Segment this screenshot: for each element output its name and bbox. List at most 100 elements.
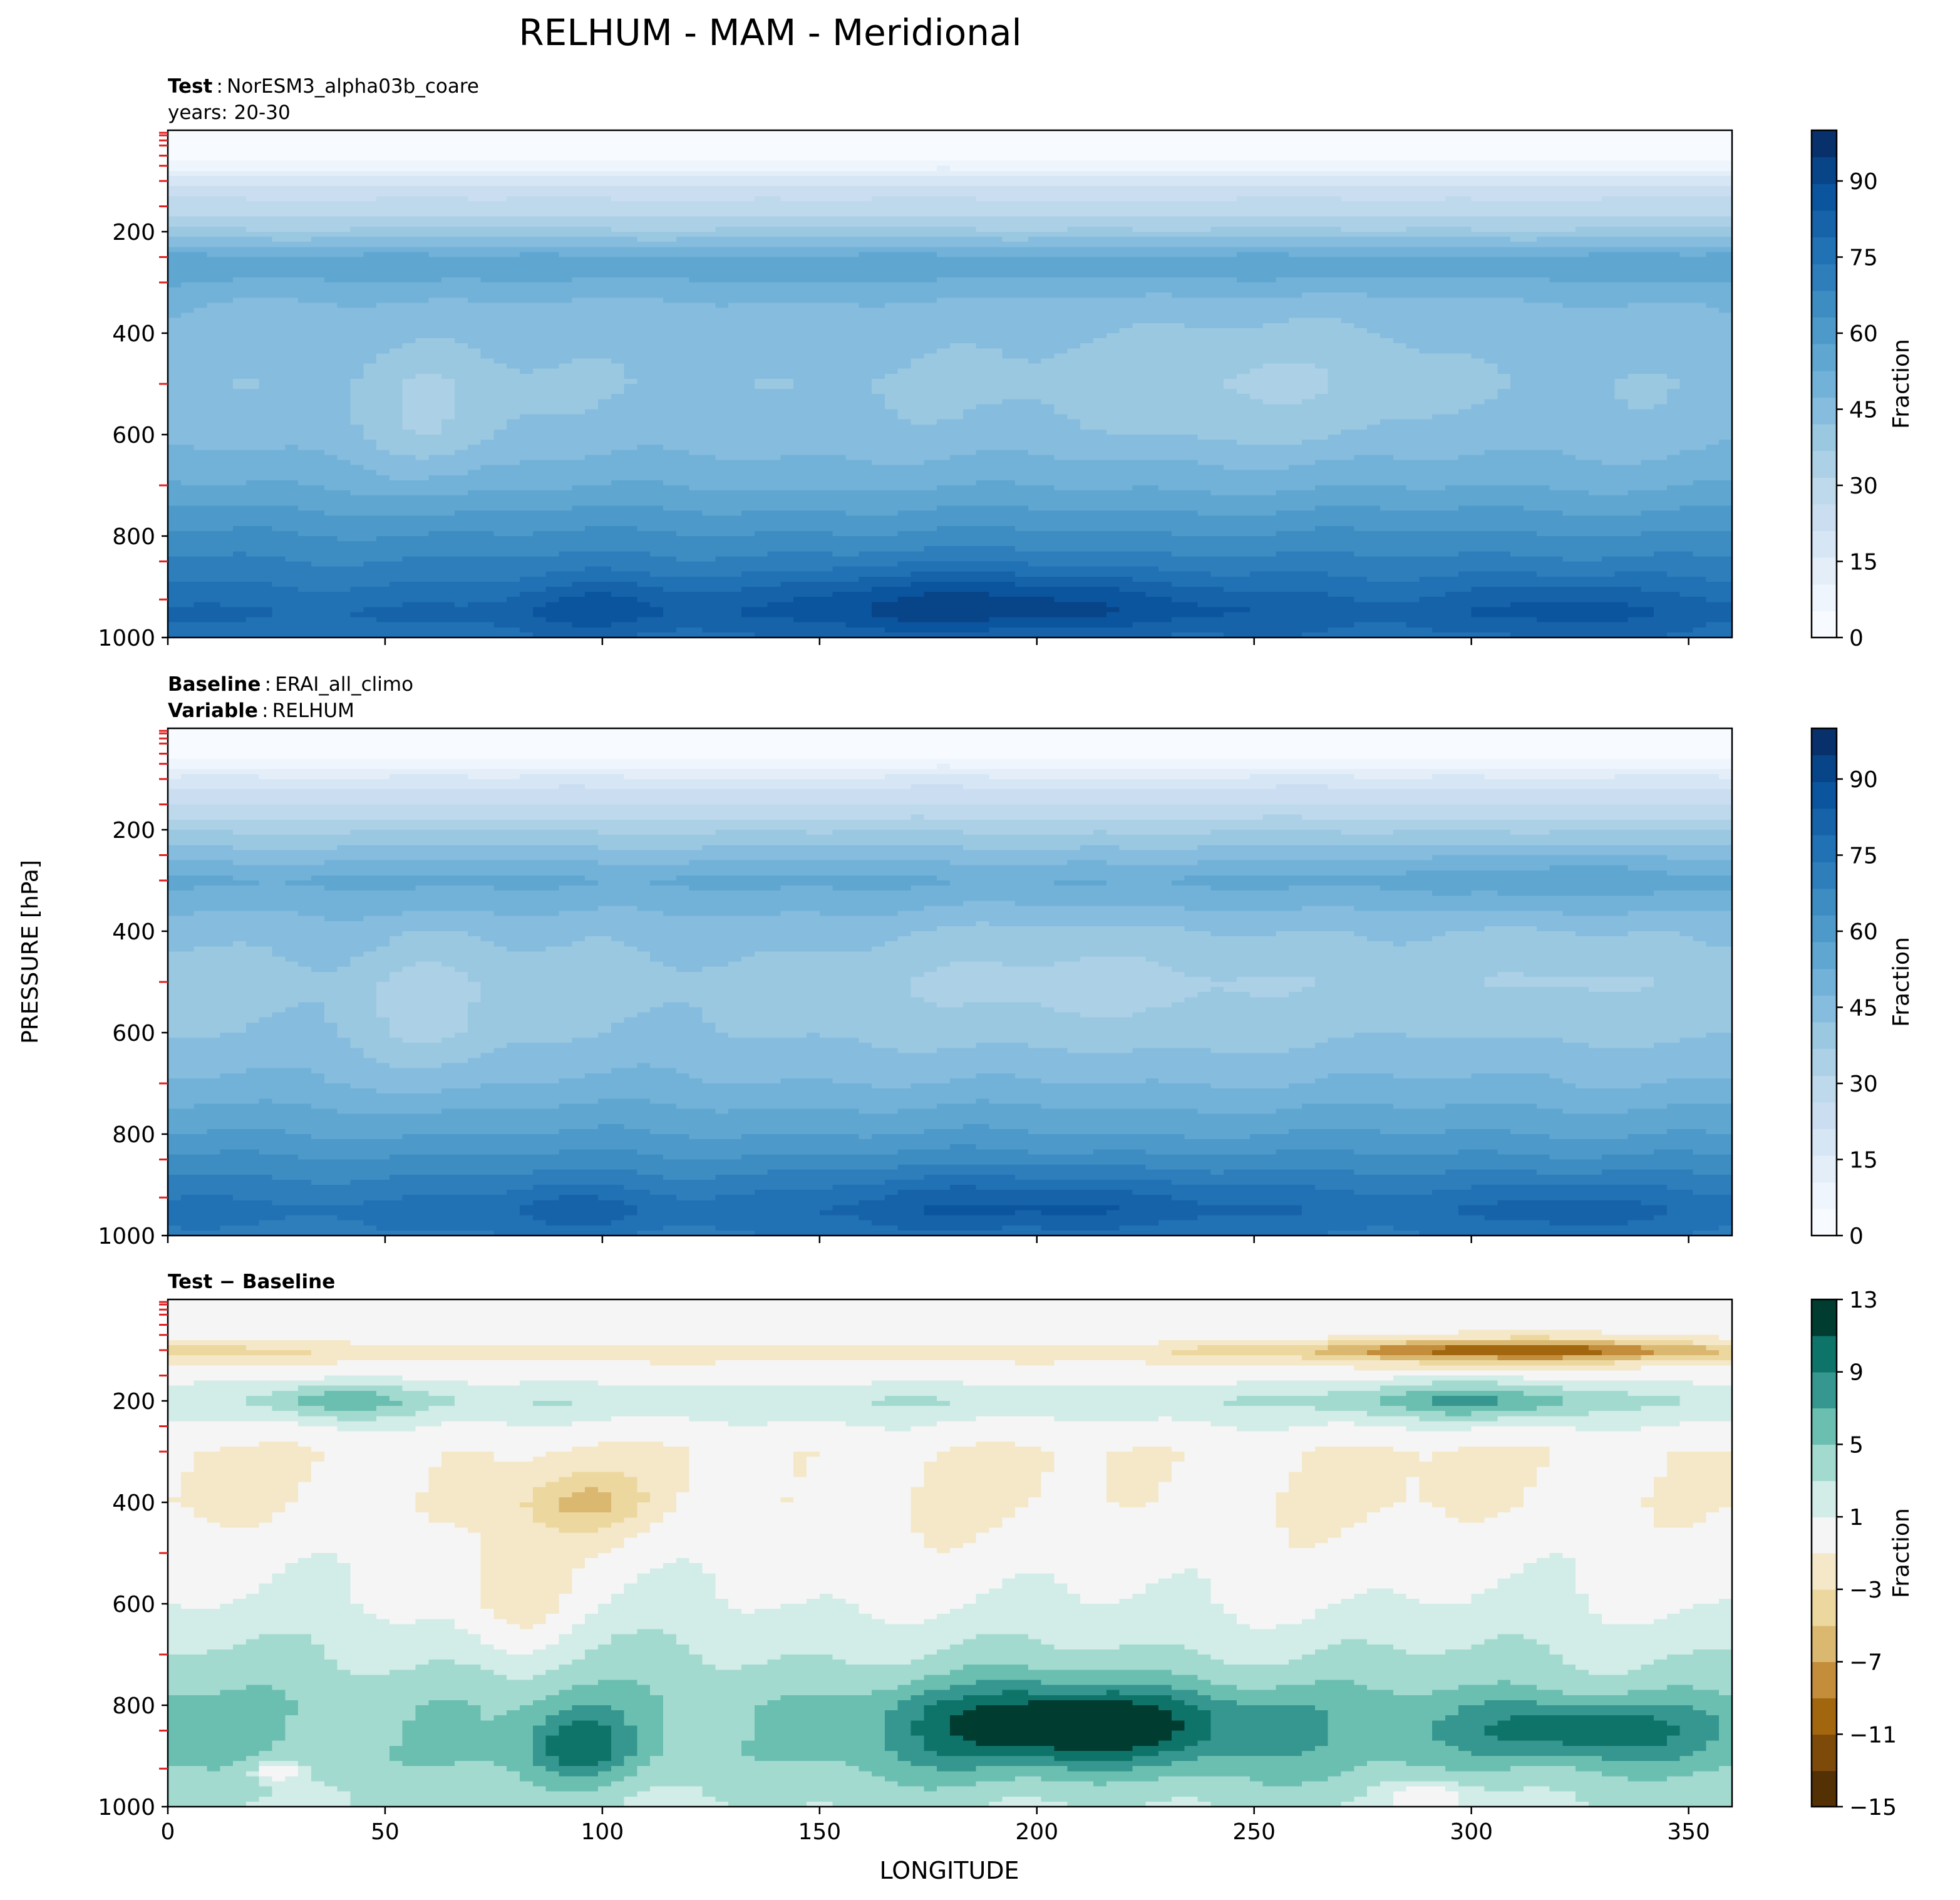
contour-cell	[832, 150, 847, 157]
contour-cell	[807, 135, 820, 141]
contour-cell	[220, 216, 234, 222]
contour-cell	[1314, 211, 1329, 217]
contour-cell	[597, 333, 612, 339]
contour-cell	[220, 140, 234, 146]
contour-cell	[572, 307, 585, 314]
contour-cell	[1706, 272, 1720, 278]
contour-cell	[233, 297, 247, 303]
contour-cell	[1289, 211, 1302, 217]
contour-cell	[193, 292, 208, 298]
contour-cell	[350, 130, 364, 136]
contour-cell	[1679, 237, 1694, 242]
contour-cell	[220, 186, 234, 192]
contour-cell	[819, 181, 833, 187]
contour-cell	[1654, 181, 1668, 187]
contour-cell	[1614, 257, 1629, 263]
contour-cell	[1719, 191, 1733, 197]
contour-cell	[428, 201, 442, 207]
contour-cell	[467, 257, 482, 263]
contour-cell	[1419, 221, 1433, 227]
contour-cell	[311, 338, 325, 344]
contour-cell	[311, 201, 325, 207]
contour-cell	[402, 186, 416, 192]
contour-cell	[480, 338, 495, 344]
contour-cell	[819, 140, 833, 146]
contour-cell	[1302, 292, 1316, 298]
contour-cell	[702, 328, 716, 334]
contour-cell	[1002, 221, 1016, 227]
contour-cell	[1497, 232, 1511, 237]
contour-cell	[962, 292, 977, 298]
contour-cell	[1562, 323, 1576, 329]
contour-cell	[193, 242, 208, 247]
contour-cell	[754, 175, 768, 182]
contour-cell	[1197, 160, 1211, 167]
contour-cell	[402, 201, 416, 207]
contour-cell	[1197, 135, 1211, 141]
contour-cell	[937, 262, 951, 268]
contour-cell	[1041, 312, 1055, 319]
contour-cell	[585, 130, 599, 136]
contour-cell	[1706, 333, 1720, 339]
contour-cell	[1654, 232, 1668, 237]
contour-cell	[859, 170, 872, 177]
contour-cell	[454, 328, 468, 334]
contour-cell	[572, 318, 585, 324]
contour-cell	[559, 226, 572, 232]
contour-cell	[689, 272, 703, 278]
contour-cell	[650, 282, 664, 288]
contour-cell	[1380, 328, 1394, 334]
contour-cell	[1367, 242, 1381, 247]
contour-cell	[1614, 292, 1629, 298]
contour-cell	[819, 130, 833, 136]
contour-cell	[1184, 191, 1199, 197]
contour-cell	[989, 160, 1003, 167]
contour-cell	[1262, 292, 1277, 298]
contour-cell	[1549, 318, 1563, 324]
contour-cell	[207, 252, 220, 258]
contour-cell	[1249, 226, 1264, 232]
contour-cell	[728, 221, 742, 227]
contour-cell	[1406, 262, 1420, 268]
contour-cell	[1654, 201, 1668, 207]
contour-cell	[702, 221, 716, 227]
contour-cell	[1328, 196, 1342, 202]
contour-cell	[754, 130, 768, 136]
contour-cell	[845, 201, 859, 207]
contour-cell	[937, 312, 951, 319]
contour-cell	[1302, 135, 1316, 141]
contour-cell	[507, 165, 520, 172]
contour-cell	[1432, 277, 1446, 283]
contour-cell	[597, 252, 612, 258]
contour-cell	[924, 338, 937, 344]
contour-cell	[910, 155, 924, 162]
contour-cell	[1289, 201, 1302, 207]
contour-cell	[1497, 130, 1511, 136]
contour-cell	[611, 140, 625, 146]
contour-cell	[597, 216, 612, 222]
contour-cell	[520, 226, 534, 232]
contour-cell	[1289, 135, 1302, 141]
contour-cell	[1067, 307, 1081, 314]
contour-cell	[1015, 302, 1029, 309]
contour-cell	[1106, 247, 1120, 252]
contour-cell	[1224, 297, 1237, 303]
contour-cell	[1171, 175, 1185, 182]
contour-cell	[663, 287, 677, 293]
contour-cell	[1224, 160, 1237, 167]
contour-cell	[741, 160, 755, 167]
contour-cell	[754, 150, 768, 157]
contour-cell	[324, 201, 338, 207]
contour-cell	[1276, 232, 1289, 237]
contour-cell	[350, 247, 364, 252]
contour-cell	[180, 140, 195, 146]
contour-cell	[1432, 312, 1446, 319]
contour-cell	[259, 186, 273, 192]
contour-cell	[1471, 323, 1485, 329]
contour-cell	[676, 262, 690, 268]
contour-cell	[480, 226, 495, 232]
contour-cell	[545, 186, 560, 192]
contour-cell	[1354, 160, 1368, 167]
contour-cell	[1654, 297, 1668, 303]
